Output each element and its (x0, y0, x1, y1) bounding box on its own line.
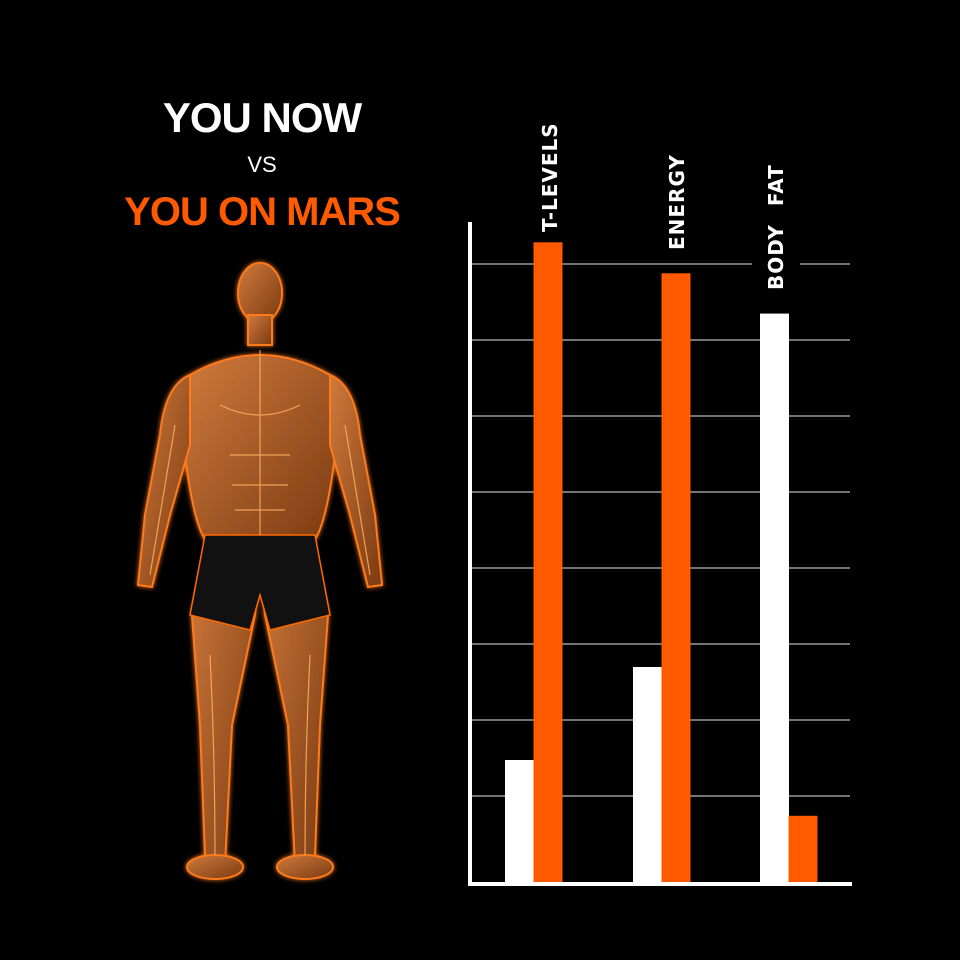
category-label-t-levels: T-LEVELS (538, 122, 562, 232)
bar-t-levels-orange (533, 242, 563, 885)
bar-energy-orange (661, 273, 691, 884)
category-label-energy: ENERGY (665, 154, 689, 250)
title-you-now: YOU NOW (162, 94, 362, 141)
category-label-body-fat: BODY FAT (764, 164, 788, 290)
bar-body-fat-white (760, 313, 789, 885)
bar-energy-white (633, 667, 662, 884)
title-vs: VS (247, 152, 277, 177)
bar-body-fat-orange (788, 815, 818, 884)
title-you-on-mars: YOU ON MARS (124, 190, 401, 234)
man-figure-icon (136, 262, 384, 880)
bar-t-levels-white (505, 760, 534, 884)
